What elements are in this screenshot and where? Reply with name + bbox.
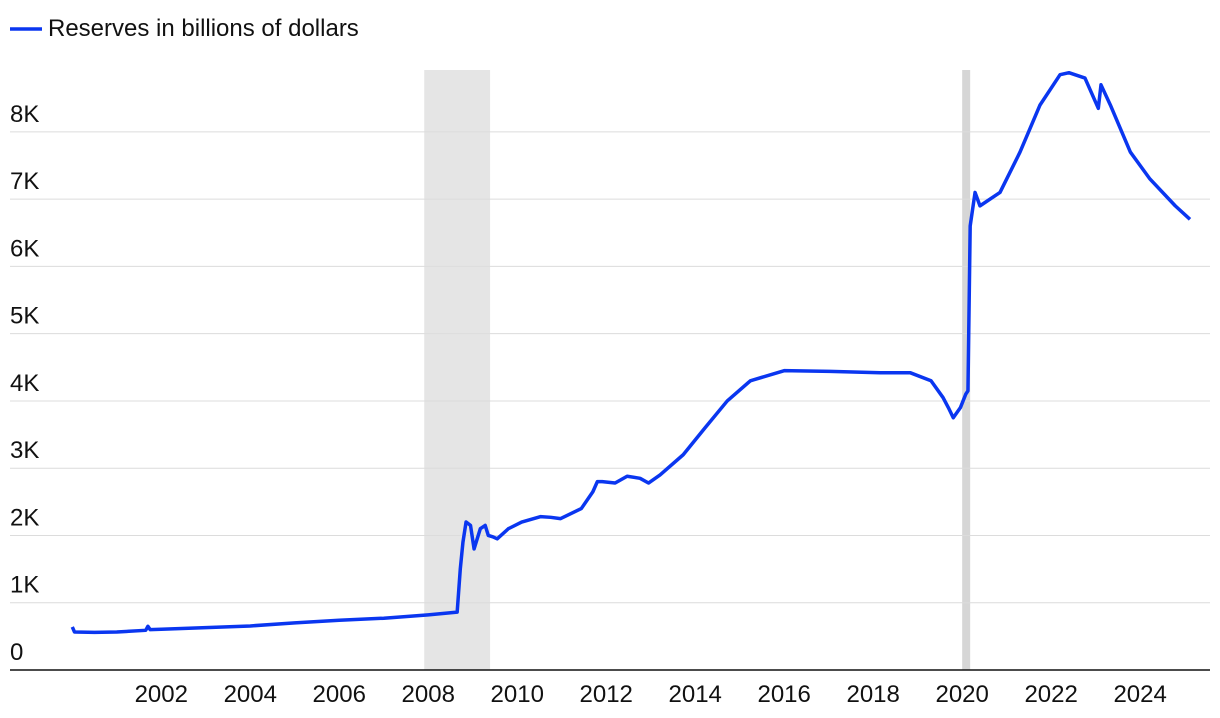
y-tick-label: 7K: [10, 168, 39, 195]
x-tick-label: 2014: [669, 681, 722, 708]
recession-band: [962, 70, 971, 670]
y-tick-label: 5K: [10, 303, 39, 330]
x-tick-label: 2006: [313, 681, 366, 708]
y-tick-label: 2K: [10, 504, 39, 531]
y-tick-label: 6K: [10, 235, 39, 262]
x-tick-label: 2008: [402, 681, 455, 708]
y-tick-label: 4K: [10, 370, 39, 397]
y-tick-label: 1K: [10, 572, 39, 599]
x-tick-label: 2018: [846, 681, 899, 708]
x-tick-label: 2004: [224, 681, 277, 708]
x-tick-label: 2010: [491, 681, 544, 708]
y-tick-label: 8K: [10, 101, 39, 128]
y-tick-label: 0: [10, 639, 23, 666]
legend-label: Reserves in billions of dollars: [48, 15, 359, 42]
x-tick-label: 2024: [1113, 681, 1166, 708]
y-tick-label: 3K: [10, 437, 39, 464]
x-tick-label: 2022: [1024, 681, 1077, 708]
recession-band: [424, 70, 491, 670]
x-tick-label: 2016: [757, 681, 810, 708]
x-tick-label: 2012: [580, 681, 633, 708]
series-line: [70, 70, 1192, 635]
x-tick-label: 2002: [135, 681, 188, 708]
x-tick-label: 2020: [935, 681, 988, 708]
